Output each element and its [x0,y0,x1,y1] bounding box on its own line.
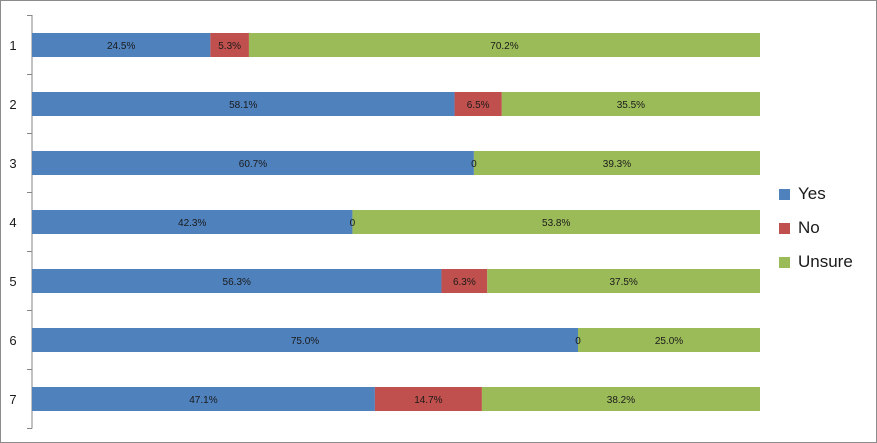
legend: Yes No Unsure [779,177,853,279]
category-tick-label: 6 [9,333,16,348]
data-labels: 24.5% 5.3% 70.2% 58.1% 6.5% 35.5% 60.7% 0 39.3% 4… [107,41,683,406]
bar-layer [32,33,760,411]
data-label-unsure: 70.2% [490,41,518,52]
bar-segment-unsure [578,328,760,352]
bar-segment-yes [32,33,211,57]
data-label-no: 5.3% [218,41,241,52]
data-label-yes: 24.5% [107,41,135,52]
data-label-unsure: 25.0% [655,336,683,347]
category-tick-label: 1 [9,38,16,53]
bar-segment-unsure [473,151,760,175]
data-label-yes: 56.3% [223,277,251,288]
category-tick-label: 2 [9,97,16,112]
category-axis: 1 2 3 4 5 6 7 [9,15,33,429]
data-label-no: 14.7% [414,395,442,406]
data-label-no: 6.3% [453,277,476,288]
category-tick-label: 7 [9,392,16,407]
data-label-yes: 58.1% [229,100,257,111]
data-label-yes: 42.3% [178,218,206,229]
legend-label-no: No [798,218,820,237]
legend-label-yes: Yes [798,184,826,203]
legend-swatch-unsure [779,256,790,268]
bar-segment-no [374,387,482,411]
data-label-unsure: 37.5% [609,277,637,288]
data-label-no: 0 [350,218,356,229]
bar-segment-yes [32,92,455,116]
legend-item-no: No [779,211,853,245]
bar-segment-yes [32,269,442,293]
bar-segment-unsure [487,269,760,293]
bar-segment-no [441,269,488,293]
bar-segment-yes [32,328,578,352]
bar-segment-yes [32,210,353,234]
bar-segment-yes [32,387,375,411]
bar-segment-no [454,92,502,116]
legend-swatch-yes [779,188,790,200]
legend-label-unsure: Unsure [798,252,853,271]
legend-item-yes: Yes [779,177,853,211]
data-label-yes: 60.7% [239,159,267,170]
data-label-no: 6.5% [467,100,490,111]
data-label-yes: 47.1% [189,395,217,406]
bar-segment-unsure [248,33,760,57]
legend-item-unsure: Unsure [779,245,853,279]
category-tick-label: 4 [9,215,16,230]
bar-segment-no [210,33,249,57]
data-label-unsure: 53.8% [542,218,570,229]
category-tick-label: 5 [9,274,16,289]
data-label-unsure: 35.5% [617,100,645,111]
data-label-unsure: 39.3% [603,159,631,170]
data-label-unsure: 38.2% [607,395,635,406]
category-tick-label: 3 [9,156,16,171]
data-label-no: 0 [471,159,477,170]
bar-segment-yes [32,151,474,175]
bar-segment-unsure [352,210,760,234]
data-label-yes: 75.0% [291,336,319,347]
data-label-no: 0 [575,336,581,347]
bar-segment-unsure [501,92,760,116]
legend-swatch-no [779,222,790,234]
bar-segment-unsure [481,387,760,411]
